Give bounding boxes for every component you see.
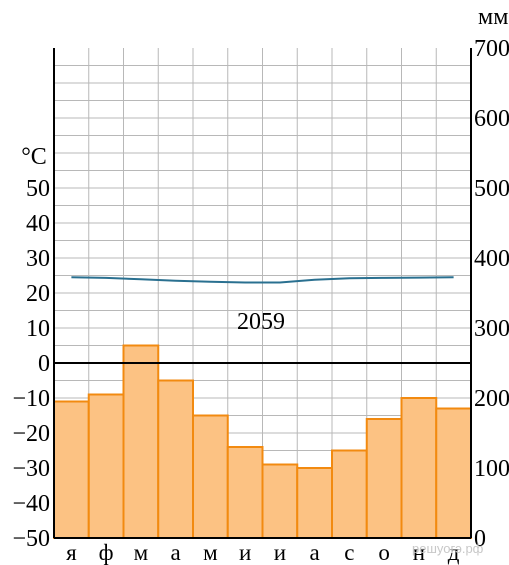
precipitation-bar bbox=[435, 407, 472, 539]
right-axis-unit-label: мм bbox=[478, 4, 508, 30]
precipitation-bar bbox=[261, 463, 299, 539]
right-tick-label: 0 bbox=[474, 526, 486, 552]
month-label: м bbox=[134, 540, 149, 565]
left-tick-label: 50 bbox=[26, 176, 50, 202]
right-tick-label: 500 bbox=[474, 176, 509, 202]
month-label: д bbox=[448, 540, 460, 565]
month-label: м bbox=[203, 540, 218, 565]
month-label: н bbox=[413, 540, 425, 565]
precipitation-bar bbox=[53, 400, 90, 539]
left-tick-label: 0 bbox=[38, 351, 50, 377]
axes bbox=[53, 48, 472, 539]
precipitation-bar bbox=[296, 467, 333, 539]
left-tick-label: −30 bbox=[12, 456, 50, 482]
left-axis-unit-label: °C bbox=[21, 144, 47, 170]
temperature-line bbox=[71, 276, 454, 284]
right-tick-label: 100 bbox=[474, 456, 509, 482]
right-tick-label: 200 bbox=[474, 386, 509, 412]
precipitation-bar bbox=[365, 418, 403, 539]
right-tick-label: 700 bbox=[474, 36, 509, 62]
left-tick-label: −10 bbox=[12, 386, 50, 412]
month-label: и bbox=[239, 540, 251, 565]
precipitation-bar bbox=[331, 449, 368, 539]
month-label: а bbox=[310, 540, 320, 565]
month-label: я bbox=[66, 540, 77, 565]
left-tick-label: 20 bbox=[26, 281, 50, 307]
annual-precipitation-label: 2059 bbox=[237, 309, 285, 335]
left-tick-label: 40 bbox=[26, 211, 50, 237]
precipitation-bar bbox=[192, 414, 229, 539]
left-tick-label: −40 bbox=[12, 491, 50, 517]
left-tick-label: −20 bbox=[12, 421, 50, 447]
watermark: решуогэ.рф bbox=[412, 541, 484, 556]
month-label: о bbox=[378, 540, 390, 565]
precipitation-bar bbox=[87, 393, 125, 539]
right-tick-label: 300 bbox=[474, 316, 509, 342]
left-tick-label: −50 bbox=[12, 526, 50, 552]
axis-labels: 50403020100−10−20−30−40−5070060050040030… bbox=[12, 36, 509, 565]
precipitation-bars bbox=[53, 344, 472, 539]
month-label: а bbox=[171, 540, 181, 565]
precipitation-bar bbox=[157, 379, 194, 539]
month-label: и bbox=[274, 540, 286, 565]
month-label: с bbox=[344, 540, 354, 565]
left-tick-label: 10 bbox=[26, 316, 50, 342]
precipitation-bar bbox=[226, 446, 264, 539]
precipitation-bar bbox=[122, 344, 160, 539]
right-tick-label: 600 bbox=[474, 106, 509, 132]
right-tick-label: 400 bbox=[474, 246, 509, 272]
precipitation-bar bbox=[400, 397, 438, 539]
temperature-series bbox=[71, 276, 454, 284]
left-tick-label: 30 bbox=[26, 246, 50, 272]
month-label: ф bbox=[99, 540, 114, 565]
